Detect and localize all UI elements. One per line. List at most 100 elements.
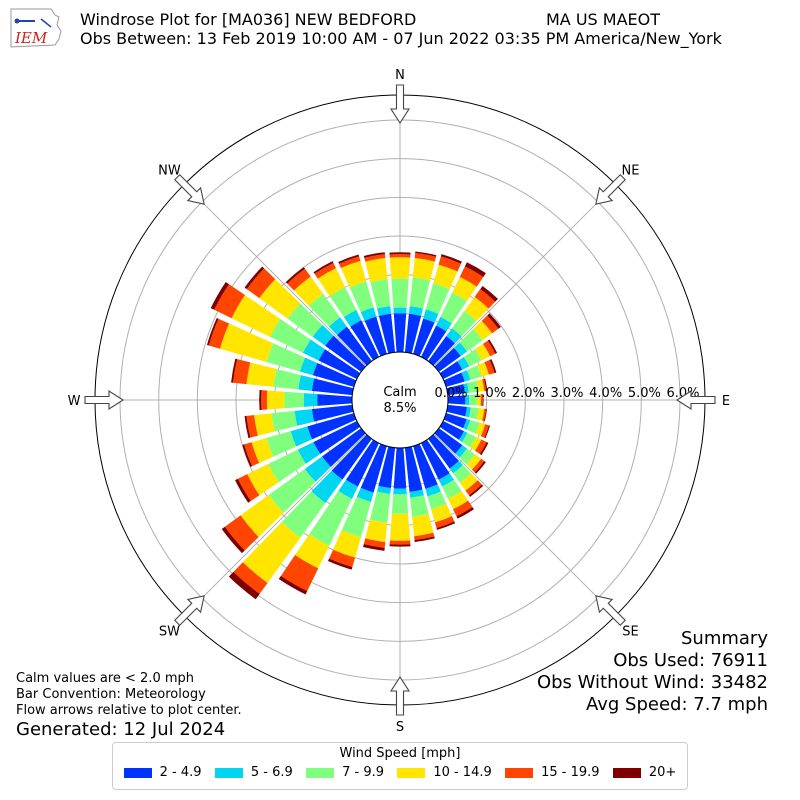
wind-bar-segment (455, 445, 468, 458)
legend-title: Wind Speed [mph] (339, 746, 461, 761)
wind-bar-segment (219, 323, 274, 362)
wind-bar-segment (480, 394, 483, 406)
wind-bar-segment (438, 473, 455, 487)
compass-label: E (722, 394, 730, 409)
wind-bar-segment (271, 410, 298, 432)
wind-bar-segment (393, 447, 407, 489)
radial-tick-label: 2.0% (512, 386, 545, 401)
wind-bar-segment (473, 320, 493, 341)
wind-bar-segment (459, 328, 483, 352)
wind-bar-segment (461, 370, 471, 382)
legend-item: 10 - 14.9 (397, 765, 492, 780)
wind-bar-segment (447, 395, 466, 405)
wind-bar-segment (459, 473, 478, 491)
summary-heading: Summary (681, 628, 768, 649)
wind-bar-segment (290, 426, 313, 447)
legend-label: 15 - 19.9 (541, 765, 600, 780)
wind-bar-segment (434, 347, 461, 372)
legend-swatch (505, 767, 534, 778)
wind-bar-segment (363, 538, 386, 548)
flow-arrows (84, 84, 716, 716)
wind-bar-segment (484, 408, 487, 422)
wind-bar-segment (456, 506, 474, 519)
legend-label: 20+ (648, 765, 677, 780)
wind-bar-segment (459, 266, 484, 287)
wind-bar-segment (313, 261, 334, 274)
wind-bar-segment (329, 287, 357, 318)
wind-bar-segment (453, 500, 473, 517)
legend-item: 5 - 6.9 (214, 765, 293, 780)
wind-bar-segment (343, 309, 362, 327)
wind-bar-segment (389, 544, 411, 547)
wind-bar-segment (210, 282, 229, 310)
wind-bar-segment (428, 336, 455, 366)
wind-bar-segment (360, 307, 377, 321)
wind-bar-segment (393, 307, 407, 314)
wind-bar-segment (369, 491, 391, 523)
compass-labels: N NE E SE S SW W NW (68, 68, 731, 735)
radial-tick-label: 3.0% (550, 386, 583, 401)
wind-bar-segment (463, 418, 471, 430)
wind-bar-segment (333, 530, 361, 558)
wind-bar-segment (476, 379, 485, 392)
wind-bar-segment (293, 276, 324, 306)
wind-bar-segment (295, 534, 330, 569)
wind-bar-segment (244, 415, 251, 439)
wind-bar-segment (469, 394, 477, 406)
wind-bar-segment (280, 555, 319, 592)
wind-bar-segment (457, 356, 470, 370)
wind-bar-segment (471, 458, 485, 473)
wind-bar-segment (356, 487, 374, 502)
wind-bar-segment (420, 439, 450, 480)
radial-tick-label: 1.0% (473, 386, 506, 401)
grid-spoke (183, 183, 401, 401)
wind-bar-segment (389, 540, 411, 545)
wind-bar-segment (314, 262, 336, 279)
legend-item: 15 - 19.9 (505, 765, 600, 780)
wind-bar-segment (489, 359, 497, 374)
chart-title: Windrose Plot for [MA036] NEW BEDFORD (80, 10, 417, 29)
wind-bar-segment (420, 325, 447, 361)
legend-swatch (123, 767, 152, 778)
wind-bar-segment (391, 278, 409, 308)
wind-bar-segment (221, 526, 245, 554)
wind-bar-segment (414, 536, 435, 542)
wind-bar-segment (231, 295, 281, 337)
wind-bar-segment (452, 276, 477, 302)
wind-bar-segment (328, 317, 347, 335)
wind-bar-segment (440, 292, 468, 324)
wind-bar-segment (462, 432, 477, 448)
wind-bar-segment (389, 257, 411, 279)
wind-bar-segment (453, 465, 472, 483)
wind-bar-segment (360, 443, 387, 493)
wind-bar-segment (206, 318, 219, 346)
wind-bar-segment (233, 359, 251, 385)
wind-bar-segment (228, 571, 260, 600)
generated-date: Generated: 12 Jul 2024 (16, 719, 226, 740)
radial-tick-label: 5.0% (628, 386, 661, 401)
wind-bar-segment (482, 408, 487, 422)
iem-logo: IEM (10, 8, 62, 48)
wind-bar-segment (389, 254, 411, 258)
wind-bar-segment (269, 318, 311, 353)
wind-bar-segment (412, 514, 434, 537)
legend-item: 2 - 4.9 (123, 765, 202, 780)
wind-bar-segment (391, 494, 409, 514)
wind-bar-segment (231, 358, 238, 383)
wind-bar-segment (284, 391, 304, 409)
wind-bar-segment (214, 284, 245, 319)
wind-bar-segment (339, 256, 361, 268)
wind-bar-segment (465, 395, 470, 405)
wind-bar-segment (325, 335, 366, 372)
wind-bar-segment (294, 409, 315, 426)
wind-bar-segment (414, 532, 435, 541)
wind-bar-segment (436, 521, 456, 530)
wind-bar-segment (307, 413, 357, 440)
wind-bar-segment (364, 316, 387, 357)
grid-spoke (399, 399, 617, 617)
wind-bar-segment (318, 349, 361, 380)
flow-arrow (389, 84, 411, 125)
obs-without-wind: Obs Without Wind: 33482 (536, 672, 768, 693)
chart-subtitle: Obs Between: 13 Feb 2019 10:00 AM - 07 J… (80, 29, 722, 48)
legend-swatch (214, 767, 243, 778)
